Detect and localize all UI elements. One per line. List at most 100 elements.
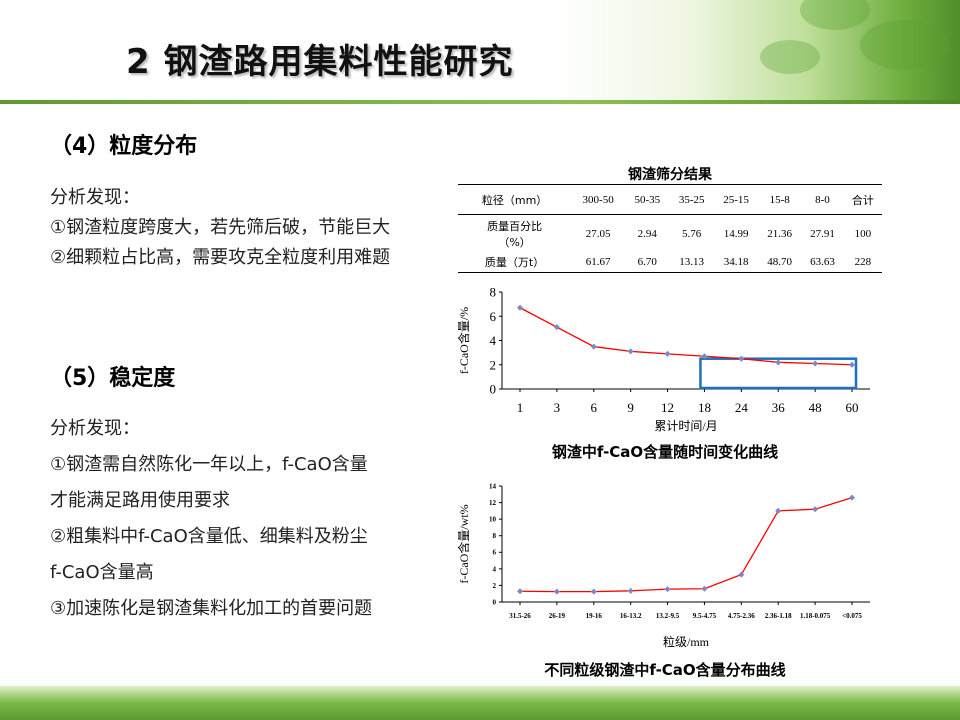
slide-title: 2 钢渣路用集料性能研究 bbox=[126, 42, 514, 82]
data-point bbox=[849, 494, 855, 501]
y-tick-label: 8 bbox=[493, 532, 497, 540]
table-cell: 100 bbox=[854, 227, 872, 240]
x-tick-label: 16-13.2 bbox=[620, 612, 642, 620]
table-cell: 228 bbox=[854, 256, 872, 269]
table-header-cell: 15-8 bbox=[769, 193, 790, 206]
x-axis-title: 粒级/mm bbox=[663, 634, 710, 649]
y-tick-label: 8 bbox=[490, 285, 497, 300]
x-tick-label: 1 bbox=[517, 400, 524, 415]
table-title: 钢渣筛分结果 bbox=[628, 167, 712, 183]
y-tick-label: 2 bbox=[493, 582, 497, 590]
data-point bbox=[590, 588, 597, 595]
finding-line: f-CaO含量高 bbox=[50, 562, 154, 583]
table-header-row: 粒径（mm） 300-50 50-35 35-25 25-15 15-8 8-0… bbox=[458, 184, 882, 215]
x-tick-label: 2.36-1.18 bbox=[765, 612, 792, 620]
x-tick-label: 3 bbox=[554, 400, 561, 415]
table-cell: 21.36 bbox=[767, 227, 793, 240]
table-header-cell: 粒径（mm） bbox=[481, 193, 548, 207]
table-header-cell: 300-50 bbox=[582, 193, 614, 206]
finding-line: ③加速陈化是钢渣集料化加工的首要问题 bbox=[50, 598, 373, 619]
table-cell: 34.18 bbox=[723, 256, 749, 269]
x-tick-label: 36 bbox=[772, 400, 786, 415]
x-tick-label: 31.5-26 bbox=[509, 612, 531, 620]
y-tick-label: 10 bbox=[489, 516, 497, 524]
y-axis-title: f-CaO含量/% bbox=[456, 307, 471, 374]
table-cell: 5.76 bbox=[682, 227, 702, 240]
data-point bbox=[553, 324, 560, 331]
x-tick-label: <0.075 bbox=[842, 612, 862, 620]
table-cell: 2.94 bbox=[637, 227, 657, 240]
x-tick-label: 4.75-2.36 bbox=[728, 612, 755, 620]
table-row-label: 质量百分比 （%） bbox=[458, 215, 571, 253]
table-cell: 63.63 bbox=[810, 256, 835, 269]
y-tick-label: 6 bbox=[490, 309, 497, 324]
x-tick-label: 26-19 bbox=[549, 612, 566, 620]
table-cell: 61.67 bbox=[585, 256, 611, 269]
data-point bbox=[812, 360, 819, 367]
data-point bbox=[517, 588, 523, 595]
x-tick-label: 12 bbox=[661, 400, 674, 415]
table-cell: 6.70 bbox=[637, 256, 657, 269]
table-header-cell: 合计 bbox=[851, 193, 874, 207]
y-axis-title: f-CaO含量/wt% bbox=[456, 504, 471, 583]
y-tick-label: 0 bbox=[493, 598, 497, 606]
x-tick-label: 48 bbox=[809, 400, 822, 415]
table-row: 质量（万t） 61.67 6.70 13.13 34.18 48.70 63.6… bbox=[458, 253, 882, 273]
series-line bbox=[519, 496, 853, 593]
row-label-line: （%） bbox=[498, 235, 531, 249]
chart-caption: 不同粒级钢渣中f-CaO含量分布曲线 bbox=[544, 661, 786, 679]
table-row-label: 质量（万t） bbox=[484, 256, 545, 270]
finding-line: 才能满足路用使用要求 bbox=[50, 490, 230, 511]
data-point bbox=[812, 506, 819, 513]
header-background bbox=[0, 0, 960, 104]
section-heading-stability: （5）稳定度 bbox=[50, 366, 176, 391]
data-point bbox=[849, 361, 855, 368]
y-tick-label: 14 bbox=[489, 482, 497, 490]
x-axis-title: 累计时间/月 bbox=[654, 419, 717, 433]
data-point bbox=[627, 348, 634, 355]
table-header-cell: 8-0 bbox=[815, 193, 830, 206]
finding-line: ①钢渣需自然陈化一年以上，f-CaO含量 bbox=[50, 454, 368, 475]
data-point bbox=[701, 353, 708, 360]
finding-line: ①钢渣粒度跨度大，若先筛后破，节能巨大 bbox=[50, 217, 391, 238]
chart-caption: 钢渣中f-CaO含量随时间变化曲线 bbox=[551, 443, 779, 461]
section-heading-particle-size: （4）粒度分布 bbox=[50, 134, 198, 159]
x-tick-label: 6 bbox=[591, 400, 598, 415]
analysis-intro: 分析发现： bbox=[50, 187, 140, 208]
row-label-line: 质量百分比 bbox=[487, 219, 543, 233]
data-point bbox=[775, 507, 782, 514]
table-header-cell: 25-15 bbox=[723, 193, 749, 206]
x-tick-label: 60 bbox=[846, 400, 859, 415]
table-row: 质量百分比 （%） 27.05 2.94 5.76 14.99 21.36 27.… bbox=[458, 215, 882, 253]
data-point bbox=[517, 304, 523, 311]
y-tick-label: 6 bbox=[493, 549, 497, 557]
data-point bbox=[738, 355, 745, 362]
y-tick-label: 0 bbox=[490, 382, 497, 397]
table-header-cell: 35-25 bbox=[678, 193, 705, 206]
series-line bbox=[519, 307, 853, 366]
data-point bbox=[775, 359, 782, 366]
x-tick-label: 18 bbox=[698, 400, 711, 415]
data-point bbox=[590, 343, 597, 350]
data-point bbox=[738, 571, 745, 578]
y-tick-label: 2 bbox=[490, 357, 497, 372]
data-point bbox=[553, 588, 560, 595]
table-cell: 27.05 bbox=[585, 227, 611, 240]
y-tick-label: 4 bbox=[493, 565, 497, 573]
sieve-table: 粒径（mm） 300-50 50-35 35-25 25-15 15-8 8-0… bbox=[458, 184, 882, 273]
x-tick-label: 19-16 bbox=[586, 612, 603, 620]
analysis-intro: 分析发现： bbox=[50, 418, 140, 439]
x-tick-label: 24 bbox=[735, 400, 749, 415]
y-tick-label: 12 bbox=[489, 499, 497, 507]
table-cell: 14.99 bbox=[723, 227, 749, 240]
table-cell: 48.70 bbox=[767, 256, 793, 269]
header-rule bbox=[0, 100, 960, 104]
data-point bbox=[664, 350, 671, 357]
fcao-size-chart: 0 2 4 6 8 10 12 14 31.5-26 26-19 19-16 16-13.2 13.2-… bbox=[456, 482, 870, 649]
highlight-box bbox=[699, 357, 858, 390]
x-tick-label: 9 bbox=[627, 400, 634, 415]
x-tick-label: 1.18-0.075 bbox=[800, 612, 831, 620]
table-header-cell: 50-35 bbox=[634, 193, 661, 206]
x-tick-label: 9.5-4.75 bbox=[693, 612, 717, 620]
